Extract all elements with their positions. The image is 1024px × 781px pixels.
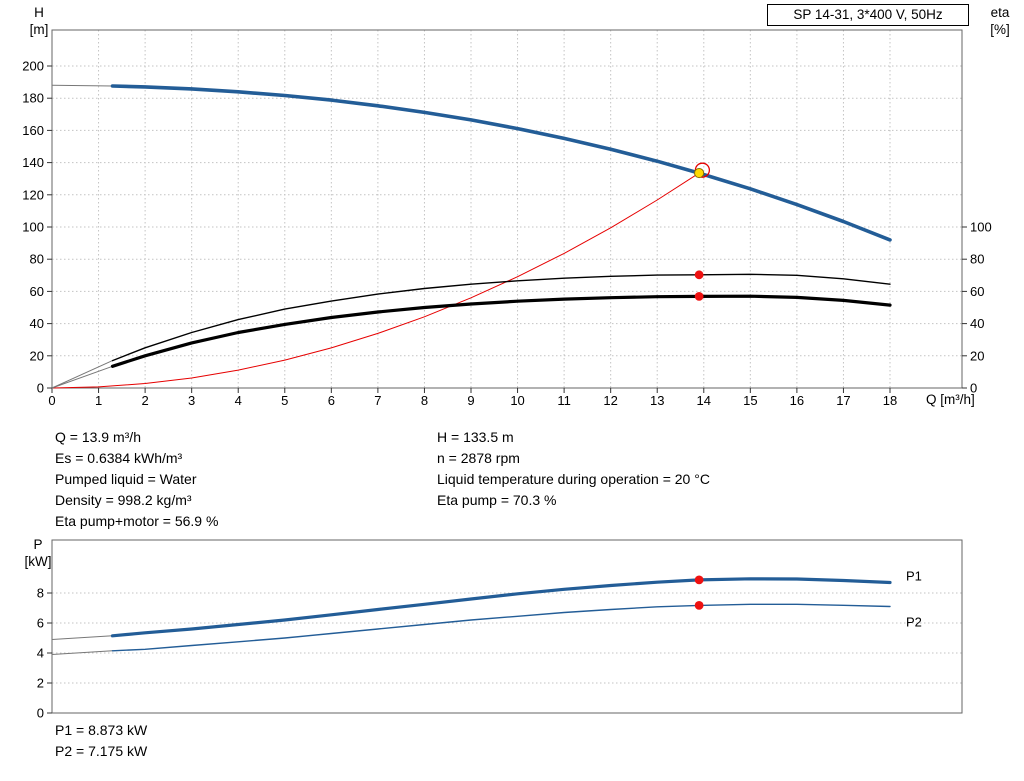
svg-text:60: 60 [30, 284, 44, 299]
svg-text:20: 20 [30, 348, 44, 363]
svg-text:1: 1 [95, 393, 102, 408]
power-info: P1 = 8.873 kW P2 = 7.175 kW [55, 720, 147, 762]
svg-text:8: 8 [37, 586, 44, 601]
svg-text:40: 40 [30, 316, 44, 331]
pump-title-box: SP 14-31, 3*400 V, 50Hz [767, 4, 969, 26]
svg-text:6: 6 [328, 393, 335, 408]
p-axis-label: P [kW] [18, 536, 58, 570]
svg-text:100: 100 [22, 220, 44, 235]
svg-text:4: 4 [37, 646, 44, 661]
svg-text:5: 5 [281, 393, 288, 408]
svg-text:16: 16 [790, 393, 804, 408]
h-axis-label-line1: H [34, 5, 44, 20]
eta-axis-label-line2: [%] [990, 22, 1010, 37]
svg-text:2: 2 [37, 676, 44, 691]
duty-info-left: Q = 13.9 m³/h Es = 0.6384 kWh/m³ Pumped … [55, 427, 218, 532]
svg-text:10: 10 [510, 393, 524, 408]
info-liquid-temperature: Liquid temperature during operation = 20… [437, 471, 710, 487]
eta-axis-label: eta [%] [980, 4, 1020, 38]
info-n: n = 2878 rpm [437, 450, 520, 466]
h-axis-label-line2: [m] [29, 22, 49, 37]
info-p2: P2 = 7.175 kW [55, 743, 148, 759]
svg-text:18: 18 [883, 393, 897, 408]
svg-text:0: 0 [970, 381, 977, 396]
info-density: Density = 998.2 kg/m³ [55, 492, 192, 508]
svg-text:13: 13 [650, 393, 664, 408]
info-pumped-liquid: Pumped liquid = Water [55, 471, 197, 487]
svg-text:7: 7 [374, 393, 381, 408]
svg-text:9: 9 [467, 393, 474, 408]
svg-text:6: 6 [37, 616, 44, 631]
svg-text:40: 40 [970, 316, 984, 331]
info-q: Q = 13.9 m³/h [55, 429, 141, 445]
svg-text:2: 2 [141, 393, 148, 408]
svg-text:14: 14 [697, 393, 711, 408]
svg-text:200: 200 [22, 59, 44, 74]
svg-text:11: 11 [557, 393, 571, 408]
svg-text:P2: P2 [906, 615, 922, 630]
svg-text:3: 3 [188, 393, 195, 408]
info-eta-pump-motor: Eta pump+motor = 56.9 % [55, 513, 219, 529]
q-axis-label: Q [m³/h] [926, 392, 975, 407]
svg-text:20: 20 [970, 348, 984, 363]
svg-text:P1: P1 [906, 569, 922, 584]
p-axis-label-line1: P [33, 537, 43, 552]
svg-text:60: 60 [970, 284, 984, 299]
svg-text:80: 80 [30, 252, 44, 267]
svg-text:17: 17 [836, 393, 850, 408]
svg-text:0: 0 [48, 393, 55, 408]
svg-text:8: 8 [421, 393, 428, 408]
svg-text:100: 100 [970, 220, 992, 235]
eta-axis-label-line1: eta [990, 5, 1010, 20]
info-p1: P1 = 8.873 kW [55, 722, 148, 738]
info-eta-pump: Eta pump = 70.3 % [437, 492, 557, 508]
svg-text:180: 180 [22, 91, 44, 106]
svg-text:0: 0 [37, 381, 44, 396]
duty-info-right: H = 133.5 m n = 2878 rpm Liquid temperat… [437, 427, 710, 511]
svg-text:140: 140 [22, 155, 44, 170]
svg-text:120: 120 [22, 187, 44, 202]
svg-text:4: 4 [235, 393, 242, 408]
info-es: Es = 0.6384 kWh/m³ [55, 450, 183, 466]
svg-text:0: 0 [37, 706, 44, 721]
svg-text:80: 80 [970, 252, 984, 267]
svg-text:12: 12 [603, 393, 617, 408]
p-axis-label-line2: [kW] [24, 554, 52, 569]
svg-text:15: 15 [743, 393, 757, 408]
h-axis-label: H [m] [20, 4, 58, 38]
svg-text:160: 160 [22, 123, 44, 138]
info-h: H = 133.5 m [437, 429, 514, 445]
